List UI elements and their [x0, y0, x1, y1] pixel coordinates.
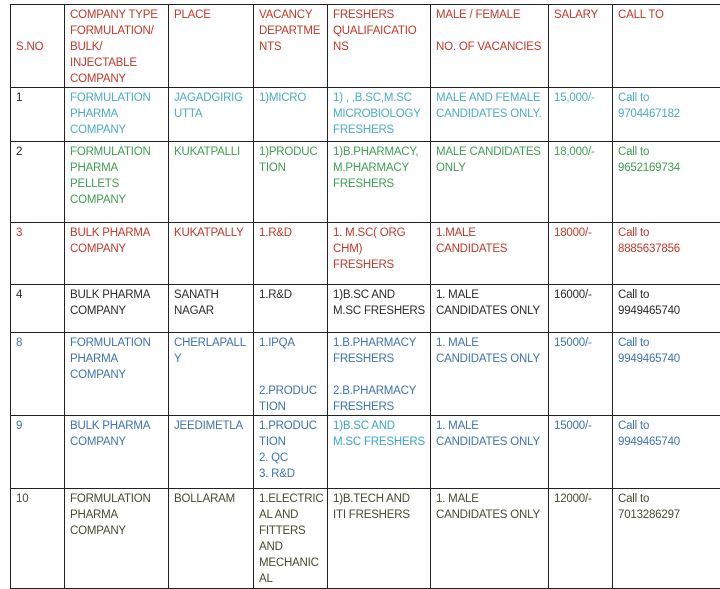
- cell-salary: 18,000/-: [549, 142, 613, 223]
- cell-gender: 1. MALE CANDIDATES ONLY: [431, 333, 549, 416]
- cell-vacancy: 1.R&D: [254, 285, 328, 333]
- cell-call: Call to 9949465740: [613, 333, 720, 416]
- header-freshers: FRESHERS QUALIFAICATIO NS: [328, 5, 431, 88]
- header-row: S.NO COMPANY TYPE FORMULATION/ BULK/ INJ…: [11, 5, 720, 88]
- cell-gender: MALE AND FEMALE CANDIDATES ONLY.: [431, 88, 549, 142]
- cell-salary: 12000/-: [549, 489, 613, 589]
- cell-gender: 1.MALE CANDIDATES: [431, 223, 549, 285]
- cell-company: BULK PHARMA COMPANY: [65, 223, 169, 285]
- cell-sno: 1: [11, 88, 65, 142]
- cell-vacancy: 1)MICRO: [254, 88, 328, 142]
- header-place: PLACE: [169, 5, 254, 88]
- cell-vacancy: 1.IPQA 2.PRODUC TION: [254, 333, 328, 416]
- cell-freshers: 1) , ,B.SC,M.SC MICROBIOLOGY FRESHERS: [328, 88, 431, 142]
- cell-company: FORMULATION PHARMA PELLETS COMPANY: [65, 142, 169, 223]
- header-sno: S.NO: [11, 5, 65, 88]
- cell-call: Call to 9704467182: [613, 88, 720, 142]
- cell-company: BULK PHARMA COMPANY: [65, 416, 169, 489]
- cell-salary: 15000/-: [549, 333, 613, 416]
- cell-call: Call to 9949465740: [613, 416, 720, 489]
- cell-call: Call to 8885637856: [613, 223, 720, 285]
- cell-sno: 3: [11, 223, 65, 285]
- cell-call: Call to 7013286297: [613, 489, 720, 589]
- cell-gender: 1. MALE CANDIDATES ONLY: [431, 489, 549, 589]
- cell-salary: 15,000/-: [549, 88, 613, 142]
- cell-company: BULK PHARMA COMPANY: [65, 285, 169, 333]
- cell-gender: 1. MALE CANDIDATES ONLY: [431, 416, 549, 489]
- cell-company: FORMULATION PHARMA COMPANY: [65, 489, 169, 589]
- cell-sno: 8: [11, 333, 65, 416]
- header-call: CALL TO: [613, 5, 720, 88]
- cell-freshers: 1)B.TECH AND ITI FRESHERS: [328, 489, 431, 589]
- cell-place: BOLLARAM: [169, 489, 254, 589]
- cell-place: KUKATPALLY: [169, 223, 254, 285]
- cell-place: CHERLAPALL Y: [169, 333, 254, 416]
- cell-sno: 2: [11, 142, 65, 223]
- cell-freshers: 1)B.SC AND M.SC FRESHERS: [328, 416, 431, 489]
- cell-sno: 10: [11, 489, 65, 589]
- cell-place: JEEDIMETLA: [169, 416, 254, 489]
- cell-place: JAGADGIRIG UTTA: [169, 88, 254, 142]
- header-company-type: COMPANY TYPE FORMULATION/ BULK/ INJECTAB…: [65, 5, 169, 88]
- cell-vacancy: 1.ELECTRIC AL AND FITTERS AND MECHANIC A…: [254, 489, 328, 589]
- cell-company: FORMULATION PHARMA COMPANY: [65, 88, 169, 142]
- cell-call: Call to 9949465740: [613, 285, 720, 333]
- cell-vacancy: 1.R&D: [254, 223, 328, 285]
- cell-salary: 18000/-: [549, 223, 613, 285]
- cell-call: Call to 9652169734: [613, 142, 720, 223]
- cell-freshers: 1)B.SC AND M.SC FRESHERS: [328, 285, 431, 333]
- cell-vacancy: 1.PRODUC TION 2. QC 3. R&D: [254, 416, 328, 489]
- cell-vacancy: 1)PRODUC TION: [254, 142, 328, 223]
- header-gender: MALE / FEMALE NO. OF VACANCIES: [431, 5, 549, 88]
- cell-sno: 9: [11, 416, 65, 489]
- cell-salary: 16000/-: [549, 285, 613, 333]
- cell-freshers: 1. M.SC( ORG CHM) FRESHERS: [328, 223, 431, 285]
- cell-gender: MALE CANDIDATES ONLY: [431, 142, 549, 223]
- cell-freshers: 1.B.PHARMACY FRESHERS 2.B.PHARMACY FRESH…: [328, 333, 431, 416]
- cell-company: FORMULATION PHARMA COMPANY: [65, 333, 169, 416]
- header-vacancy: VACANCY DEPARTME NTS: [254, 5, 328, 88]
- cell-sno: 4: [11, 285, 65, 333]
- cell-gender: 1. MALE CANDIDATES ONLY: [431, 285, 549, 333]
- cell-place: KUKATPALLI: [169, 142, 254, 223]
- cell-salary: 15000/-: [549, 416, 613, 489]
- header-salary: SALARY: [549, 5, 613, 88]
- vacancy-table: S.NO COMPANY TYPE FORMULATION/ BULK/ INJ…: [10, 4, 720, 589]
- cell-place: SANATH NAGAR: [169, 285, 254, 333]
- cell-freshers: 1)B.PHARMACY, M.PHARMACY FRESHERS: [328, 142, 431, 223]
